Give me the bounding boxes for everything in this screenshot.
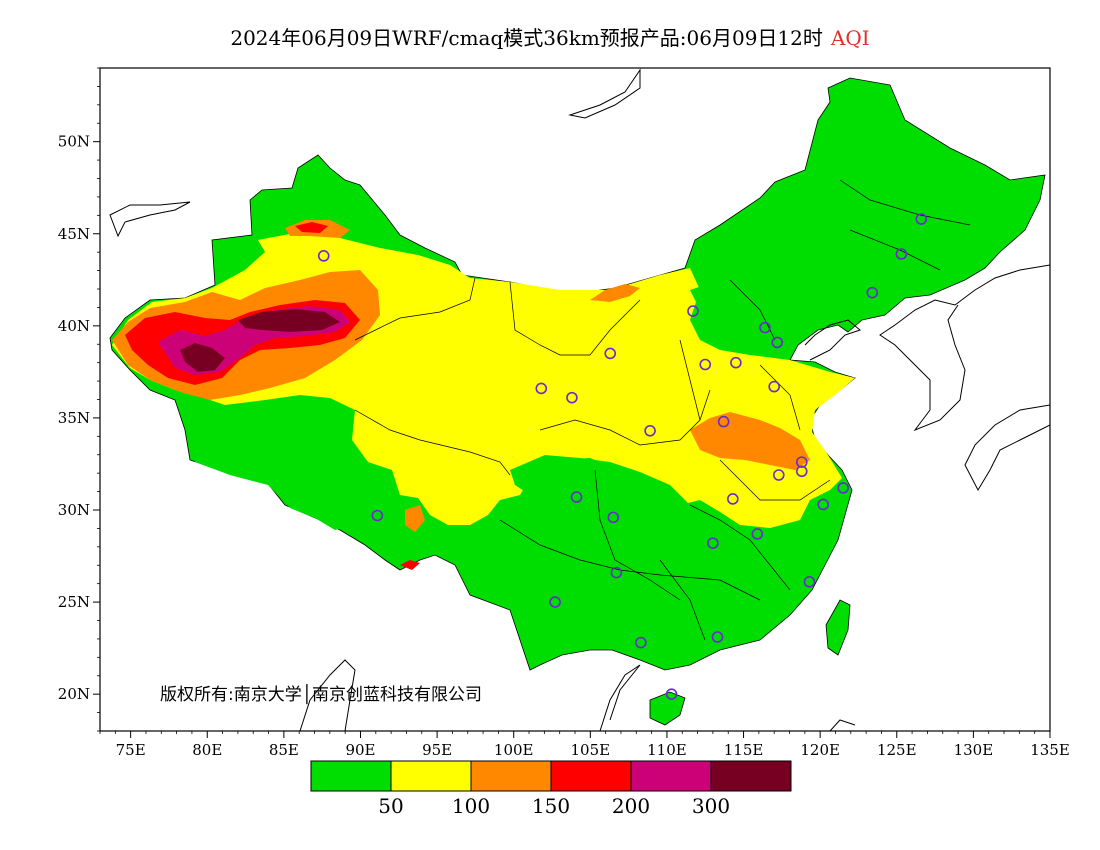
- station-marker: [759, 321, 771, 334]
- legend-label: 100: [452, 794, 490, 818]
- island-hainan: [649, 691, 686, 726]
- legend-swatch: [550, 760, 632, 792]
- x-tick-label: 80E: [192, 741, 222, 759]
- y-tick-label: 35N: [58, 409, 90, 427]
- station-marker: [665, 688, 678, 700]
- station-markers: [317, 213, 928, 700]
- aqi-zone-maroon-xinjiang: [180, 343, 225, 372]
- x-tick-label: 115E: [724, 741, 764, 759]
- x-tick-label: 110E: [647, 741, 687, 759]
- station-marker: [727, 493, 739, 505]
- legend-label: 50: [378, 794, 403, 818]
- coastlines: [109, 68, 1050, 731]
- station-marker: [610, 566, 623, 579]
- y-tick-label: 40N: [58, 317, 90, 335]
- legend-swatch: [630, 760, 712, 792]
- x-axis: 75E 80E 85E 90E 95E 100E 105E 110E 115E 120E 125E 1…: [99, 731, 1070, 759]
- station-marker: [371, 509, 384, 522]
- aqi-zone-green-southwest: [510, 455, 700, 540]
- y-tick-label: 20N: [58, 685, 90, 703]
- legend-label: 200: [612, 794, 650, 818]
- station-marker: [717, 415, 730, 428]
- legend-swatch: [710, 760, 792, 792]
- legend-label: 300: [692, 794, 730, 818]
- aqi-zone-green-northeast-inner: [690, 270, 800, 340]
- station-marker: [687, 305, 699, 317]
- aqi-zone-maroon-xinjiang-east: [238, 309, 340, 332]
- title-variable: AQI: [830, 26, 870, 50]
- aqi-zone-orange-tibet-south: [405, 505, 425, 532]
- aqi-zone-orange-central: [690, 412, 810, 470]
- station-marker: [771, 336, 784, 349]
- x-tick-label: 75E: [116, 741, 146, 759]
- x-tick-label: 85E: [269, 741, 299, 759]
- island-taiwan: [825, 599, 851, 656]
- station-marker: [570, 491, 583, 503]
- station-marker: [795, 456, 808, 468]
- station-marker: [866, 286, 879, 299]
- x-tick-label: 90E: [345, 741, 375, 759]
- y-axis: 20N 25N 30N 35N 40N 45N 50N: [58, 67, 100, 732]
- station-marker: [644, 425, 656, 437]
- station-marker: [699, 358, 712, 371]
- station-marker: [635, 636, 647, 649]
- station-marker: [711, 631, 724, 643]
- station-marker: [751, 528, 764, 540]
- x-tick-label: 130E: [954, 741, 994, 759]
- legend: 50 100 150 200 300: [310, 760, 792, 818]
- x-tick-label: 120E: [800, 741, 840, 759]
- y-tick-label: 30N: [58, 501, 90, 519]
- station-marker: [768, 380, 780, 393]
- legend-swatch: [390, 760, 472, 792]
- y-tick-label: 45N: [58, 225, 90, 243]
- aqi-zone-red-south-tibet: [400, 560, 420, 570]
- station-marker: [837, 482, 849, 494]
- map-title: 2024年06月09日WRF/cmaq模式36km预报产品:06月09日12时 A…: [0, 22, 1100, 51]
- copyright-text: 版权所有:南京大学│南京创蓝科技有限公司: [160, 685, 482, 705]
- map-field: [109, 68, 1050, 731]
- x-tick-label: 95E: [422, 741, 452, 759]
- station-marker: [607, 511, 620, 524]
- y-tick-label: 25N: [58, 593, 90, 611]
- legend-swatch: [310, 760, 392, 792]
- station-marker: [549, 596, 561, 608]
- station-marker: [566, 391, 578, 404]
- station-marker: [915, 213, 928, 225]
- station-marker: [604, 347, 617, 360]
- station-marker: [772, 469, 785, 481]
- y-tick-label: 50N: [58, 133, 90, 151]
- legend-swatch: [470, 760, 552, 792]
- station-marker: [817, 498, 830, 511]
- station-marker: [730, 356, 742, 369]
- x-tick-label: 100E: [494, 741, 534, 759]
- aqi-zone-green-tibet: [188, 402, 358, 530]
- station-marker: [895, 248, 908, 260]
- station-marker: [803, 576, 816, 588]
- legend-label: 150: [532, 794, 570, 818]
- title-main: 2024年06月09日WRF/cmaq模式36km预报产品:06月09日12时: [230, 26, 823, 50]
- aqi-zone-orange-north-strip: [590, 284, 640, 302]
- aqi-zone-red-xinjiang-north: [295, 222, 328, 233]
- x-tick-label: 125E: [877, 741, 917, 759]
- station-marker: [535, 382, 548, 395]
- station-marker: [317, 250, 330, 262]
- x-tick-label: 105E: [571, 741, 611, 759]
- station-marker: [707, 537, 719, 549]
- x-tick-label: 135E: [1030, 741, 1070, 759]
